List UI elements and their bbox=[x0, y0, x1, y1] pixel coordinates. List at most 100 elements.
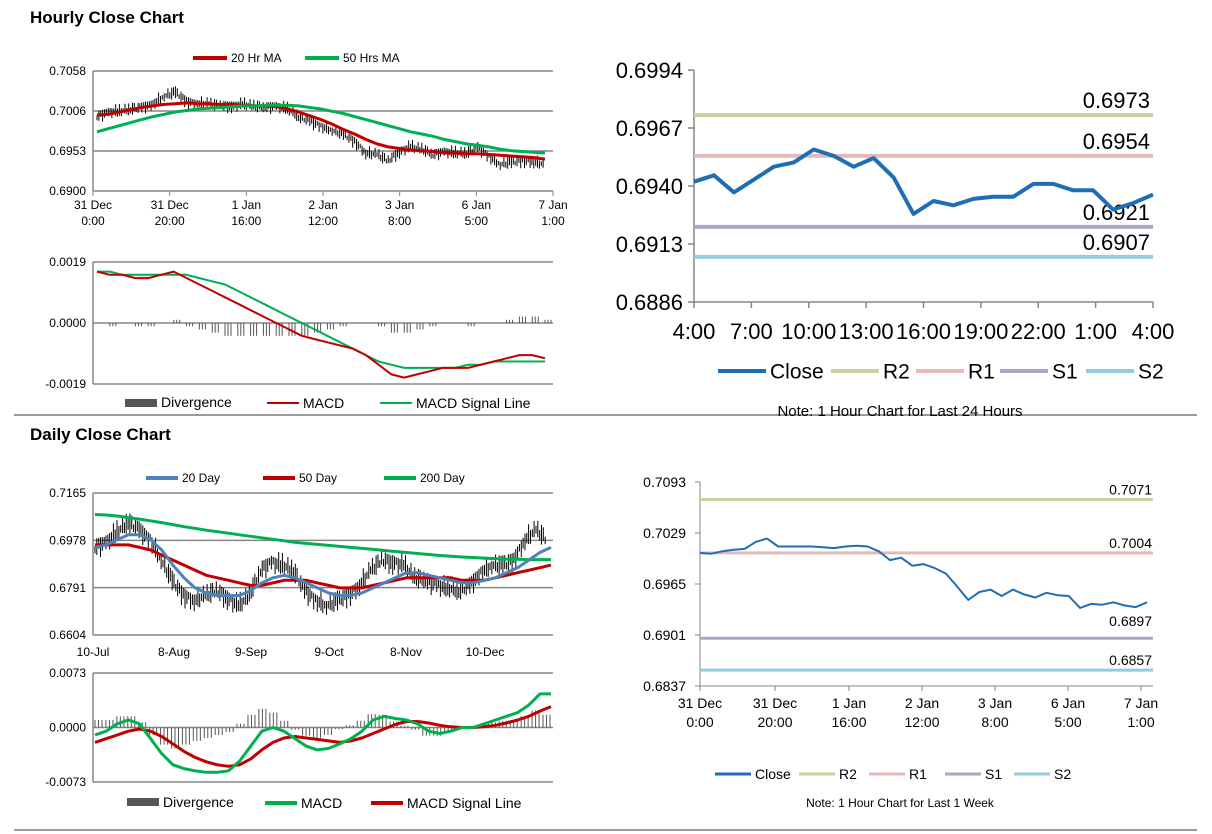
y-tick-label: 0.0000 bbox=[49, 721, 86, 735]
series-macd bbox=[94, 692, 551, 774]
legend-label: MACD bbox=[301, 795, 342, 811]
x-tick-label: 8:00 bbox=[981, 714, 1008, 730]
x-tick-label: 1:00 bbox=[1127, 714, 1154, 730]
level-value-label: 0.6857 bbox=[1109, 652, 1152, 668]
y-tick-label: 0.6953 bbox=[49, 144, 86, 158]
x-tick-label: 2 Jan bbox=[308, 198, 337, 212]
level-value-label: 0.6954 bbox=[1083, 129, 1150, 154]
x-tick-label: 1:00 bbox=[1074, 319, 1117, 344]
series-close bbox=[693, 147, 1154, 216]
y-tick-label: 0.6913 bbox=[616, 232, 683, 257]
x-tick-label: 10-Jul bbox=[77, 645, 110, 659]
x-tick-label: 9-Oct bbox=[314, 645, 344, 659]
legend-swatch bbox=[127, 798, 159, 806]
x-tick-label: 9-Sep bbox=[235, 645, 267, 659]
x-tick-label: 3 Jan bbox=[385, 198, 414, 212]
legend-label: S1 bbox=[1052, 360, 1078, 383]
x-tick-label: 5:00 bbox=[465, 214, 489, 228]
y-tick-label: 0.0000 bbox=[49, 316, 86, 330]
legend-label: S1 bbox=[985, 766, 1002, 782]
chart-note: Note: 1 Hour Chart for Last 1 Week bbox=[806, 796, 995, 810]
legend-label: R2 bbox=[839, 766, 857, 782]
x-tick-label: 0:00 bbox=[686, 714, 713, 730]
series-20-day bbox=[94, 533, 552, 597]
legend-label: R1 bbox=[968, 360, 995, 383]
x-tick-label: 3 Jan bbox=[978, 695, 1012, 711]
x-tick-label: 8-Nov bbox=[390, 645, 422, 659]
x-tick-label: 12:00 bbox=[904, 714, 939, 730]
x-tick-label: 31 Dec bbox=[151, 198, 189, 212]
x-tick-label: 20:00 bbox=[155, 214, 185, 228]
x-tick-label: 31 Dec bbox=[753, 695, 797, 711]
bottom-divider bbox=[14, 829, 1197, 831]
x-tick-label: 1 Jan bbox=[232, 198, 261, 212]
y-tick-label: 0.6886 bbox=[616, 290, 683, 315]
y-tick-label: -0.0073 bbox=[45, 775, 86, 789]
y-tick-label: 0.0073 bbox=[49, 666, 86, 680]
series-macd-signal bbox=[97, 270, 545, 369]
x-tick-label: 19:00 bbox=[953, 319, 1008, 344]
y-tick-label: 0.7165 bbox=[49, 486, 86, 500]
x-tick-label: 7 Jan bbox=[1124, 695, 1158, 711]
x-tick-label: 6 Jan bbox=[1051, 695, 1085, 711]
section-divider bbox=[14, 414, 1197, 416]
y-tick-label: 0.6900 bbox=[49, 184, 86, 198]
x-tick-label: 13:00 bbox=[839, 319, 894, 344]
x-tick-label: 8:00 bbox=[388, 214, 412, 228]
y-tick-label: 0.6978 bbox=[49, 534, 86, 548]
x-tick-label: 16:00 bbox=[896, 319, 951, 344]
level-value-label: 0.6907 bbox=[1083, 230, 1150, 255]
x-tick-label: 1:00 bbox=[541, 214, 565, 228]
series-50-day bbox=[95, 543, 552, 590]
y-tick-label: -0.0019 bbox=[45, 377, 86, 391]
legend-label: 50 Day bbox=[299, 471, 337, 485]
legend-label: S2 bbox=[1054, 766, 1071, 782]
x-tick-label: 4:00 bbox=[1132, 319, 1175, 344]
x-tick-label: 16:00 bbox=[831, 714, 866, 730]
legend-label: Close bbox=[770, 360, 824, 383]
level-value-label: 0.6897 bbox=[1109, 613, 1152, 629]
y-tick-label: 0.7093 bbox=[643, 474, 686, 490]
legend-label: 20 Day bbox=[182, 471, 220, 485]
legend-label: MACD Signal Line bbox=[416, 395, 531, 411]
daily-section-title: Daily Close Chart bbox=[30, 425, 171, 444]
level-value-label: 0.6973 bbox=[1083, 88, 1150, 113]
legend-label: Divergence bbox=[161, 394, 232, 410]
x-tick-label: 8-Aug bbox=[158, 645, 190, 659]
x-tick-label: 22:00 bbox=[1011, 319, 1066, 344]
x-tick-label: 10-Dec bbox=[466, 645, 505, 659]
x-tick-label: 12:00 bbox=[308, 214, 338, 228]
y-tick-label: 0.0019 bbox=[49, 255, 86, 269]
y-tick-label: 0.6967 bbox=[616, 116, 683, 141]
x-tick-label: 10:00 bbox=[781, 319, 836, 344]
x-tick-label: 4:00 bbox=[673, 319, 716, 344]
y-tick-label: 0.7058 bbox=[49, 64, 86, 78]
x-tick-label: 2 Jan bbox=[905, 695, 939, 711]
x-tick-label: 31 Dec bbox=[678, 695, 722, 711]
x-tick-label: 5:00 bbox=[1054, 714, 1081, 730]
series-50hrs-ma bbox=[96, 103, 546, 155]
y-tick-label: 0.6837 bbox=[643, 678, 686, 694]
x-tick-label: 1 Jan bbox=[832, 695, 866, 711]
legend-label: 20 Hr MA bbox=[231, 51, 282, 65]
series-macd bbox=[96, 270, 546, 379]
y-tick-label: 0.7006 bbox=[49, 104, 86, 118]
hourly-section-title: Hourly Close Chart bbox=[30, 8, 184, 27]
level-value-label: 0.7071 bbox=[1109, 482, 1152, 498]
x-tick-label: 7 Jan bbox=[538, 198, 567, 212]
legend-label: 200 Day bbox=[420, 471, 465, 485]
x-tick-label: 20:00 bbox=[757, 714, 792, 730]
series-200-day bbox=[94, 513, 551, 562]
legend-label: 50 Hrs MA bbox=[343, 51, 400, 65]
series-20hr-ma bbox=[96, 101, 546, 161]
legend-label: MACD Signal Line bbox=[407, 795, 522, 811]
legend-label: Divergence bbox=[163, 794, 234, 810]
level-value-label: 0.7004 bbox=[1109, 535, 1152, 551]
legend-label: Close bbox=[755, 766, 791, 782]
x-tick-label: 16:00 bbox=[231, 214, 261, 228]
y-tick-label: 0.6604 bbox=[49, 628, 86, 642]
x-tick-label: 31 Dec bbox=[74, 198, 112, 212]
legend-label: R2 bbox=[883, 360, 910, 383]
y-tick-label: 0.6965 bbox=[643, 576, 686, 592]
